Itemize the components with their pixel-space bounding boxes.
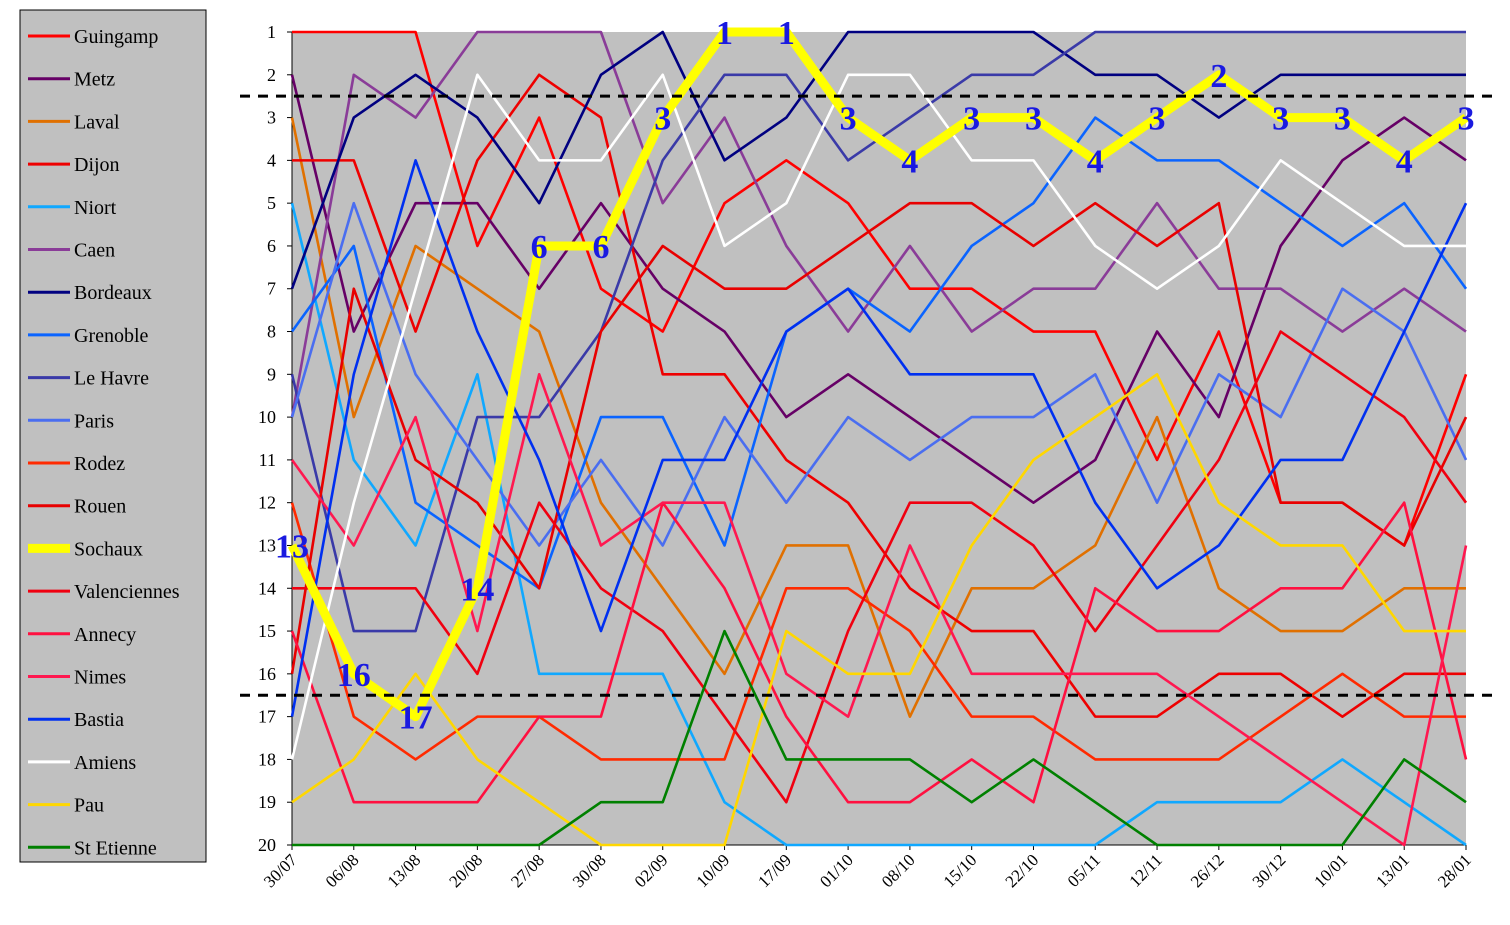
y-tick-label: 13 [258,535,276,555]
data-label: 16 [337,657,371,694]
data-label: 3 [963,101,980,138]
x-tick-label: 02/09 [631,850,672,891]
legend-label: Nimes [74,667,126,689]
data-label: 3 [1458,101,1475,138]
y-tick-label: 5 [267,193,276,213]
legend-label: Valenciennes [74,581,180,603]
legend-label: Dijon [74,154,120,176]
data-label: 14 [460,571,494,608]
y-tick-label: 19 [258,792,276,812]
data-label: 13 [275,528,309,565]
data-label: 1 [716,15,733,52]
x-tick-label: 30/12 [1249,850,1290,891]
series-line [290,30,1466,290]
legend-label: St Etienne [74,837,157,859]
x-tick-label: 01/10 [816,850,857,891]
x-tick-label: 17/09 [754,850,795,891]
y-tick-label: 9 [267,364,276,384]
x-tick-label: 22/10 [1001,850,1042,891]
y-tick-label: 8 [267,322,276,342]
y-tick-label: 15 [258,621,276,641]
series-line [292,330,1468,804]
x-tick-label: 26/12 [1187,850,1228,891]
series-line [290,373,1468,847]
y-tick-label: 2 [267,65,276,85]
y-tick-label: 18 [258,749,276,769]
series-line [292,73,1466,718]
legend-label: Rouen [74,496,126,518]
x-tick-label: 28/01 [1434,850,1475,891]
legend-label: Pau [74,795,104,817]
y-tick-label: 16 [258,664,276,684]
x-tick-label: 05/11 [1064,850,1104,890]
series-line [290,202,1467,847]
legend-label: Rodez [74,453,125,475]
data-label: 1 [778,15,795,52]
x-tick-label: 08/10 [878,850,919,891]
x-tick-label: 13/01 [1372,850,1413,891]
legend-label: Le Havre [74,368,149,390]
series-line [291,373,1466,847]
legend-label: Laval [74,111,120,133]
legend-label: Sochaux [74,538,143,560]
series-line [290,201,1468,547]
x-tick-label: 20/08 [445,850,486,891]
legend-label: Bordeaux [74,282,152,304]
legend-label: Metz [74,69,115,91]
legend-label: Paris [74,410,114,432]
series-line [290,30,1467,418]
series-line [290,73,1466,760]
data-label: 17 [399,700,433,737]
series-line [290,74,1467,504]
y-tick-label: 14 [258,578,276,598]
data-label: 3 [840,101,857,138]
data-label: 3 [654,101,671,138]
legend-box [19,9,207,863]
legend-label: Annecy [74,624,136,646]
x-tick-label: 10/01 [1310,850,1351,891]
y-tick-label: 3 [267,108,276,128]
data-label: 3 [1272,101,1289,138]
y-tick-label: 6 [267,236,276,256]
data-label: 6 [531,229,548,266]
series-line [290,501,1468,804]
y-tick-label: 1 [267,22,276,42]
y-tick-label: 12 [258,493,276,513]
legend-label: Niort [74,197,117,219]
x-tick-label: 13/08 [384,850,425,891]
x-tick-label: 30/08 [569,850,610,891]
y-tick-label: 11 [259,450,276,470]
data-label: 4 [1087,143,1104,180]
series-line [290,502,1466,761]
y-tick-label: 7 [267,279,276,299]
x-tick-label: 10/09 [693,850,734,891]
data-label: 3 [1334,101,1351,138]
series-line [287,27,1469,722]
legend-label: Bastia [74,709,124,731]
x-tick-label: 30/07 [260,850,301,891]
legend-label: Guingamp [74,26,158,48]
data-label: 4 [1396,143,1413,180]
data-label: 2 [1210,58,1227,95]
x-tick-label: 12/11 [1126,850,1166,890]
series-line [290,159,1468,717]
y-tick-label: 10 [258,407,276,427]
x-tick-label: 06/08 [322,850,363,891]
y-tick-label: 17 [258,707,276,727]
x-tick-label: 15/10 [940,850,981,891]
data-label: 6 [592,229,609,266]
legend-label: Caen [74,240,115,262]
y-tick-label: 20 [258,835,276,855]
data-label: 3 [1149,101,1166,138]
series-line [292,629,1467,847]
x-tick-label: 27/08 [507,850,548,891]
legend-label: Grenoble [74,325,149,347]
data-label: 3 [1025,101,1042,138]
data-label: 4 [901,143,918,180]
legend-label: Amiens [74,752,136,774]
y-tick-label: 4 [267,150,276,170]
